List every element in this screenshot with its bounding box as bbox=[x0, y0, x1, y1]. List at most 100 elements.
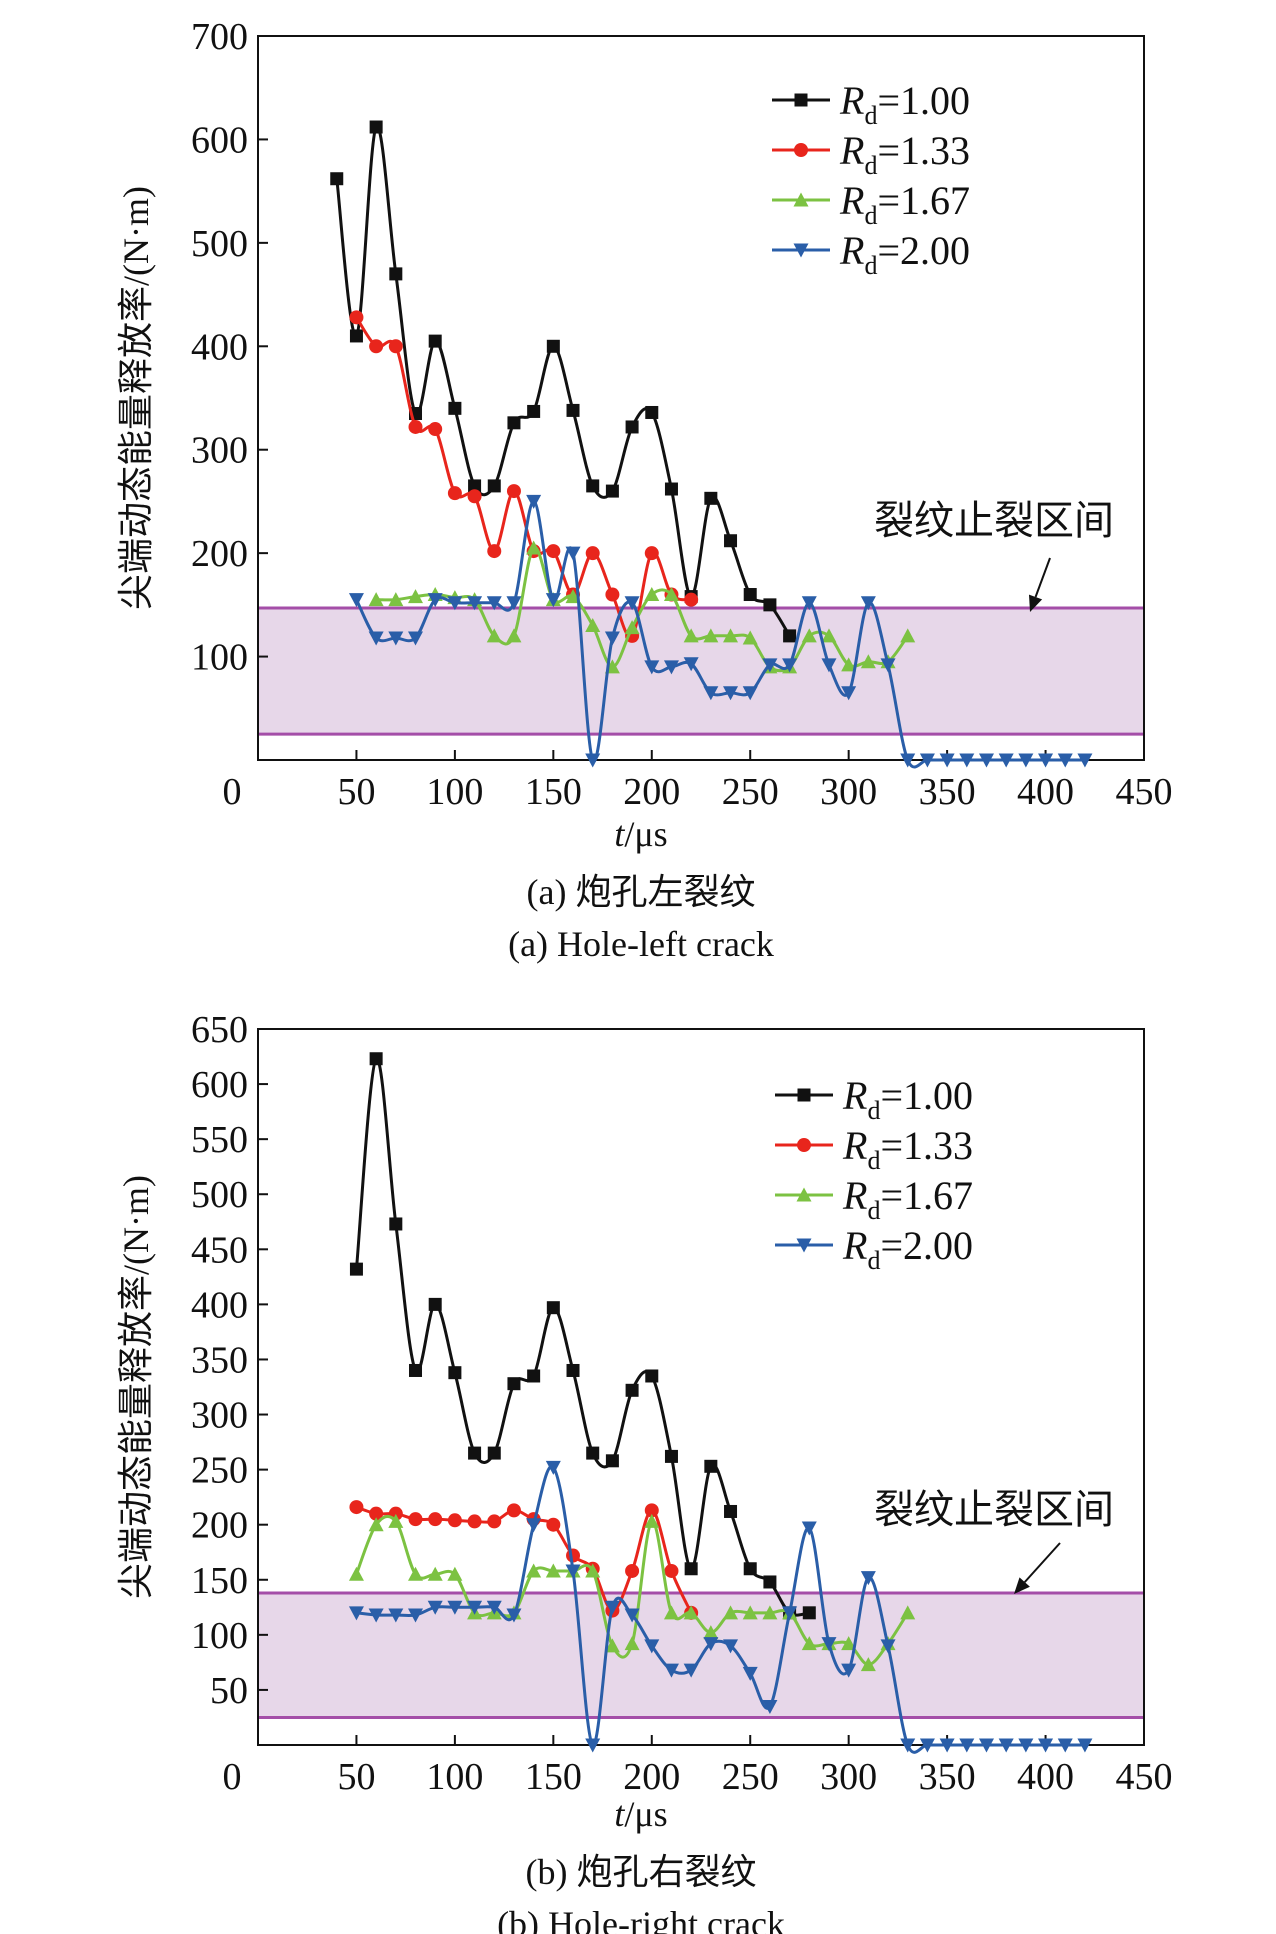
data-point bbox=[585, 618, 601, 633]
data-point bbox=[527, 404, 541, 418]
data-point bbox=[447, 1566, 463, 1581]
data-point bbox=[880, 1639, 896, 1654]
data-point bbox=[427, 1566, 443, 1581]
y-tick-label: 50 bbox=[210, 1670, 248, 1712]
data-point bbox=[604, 1600, 620, 1615]
data-point bbox=[704, 491, 718, 505]
data-point bbox=[644, 546, 659, 561]
data-point bbox=[625, 1563, 640, 1578]
x-tick-label: 400 bbox=[1017, 771, 1074, 813]
band-fill bbox=[258, 607, 1144, 735]
data-point bbox=[801, 628, 817, 643]
data-point bbox=[624, 596, 640, 611]
y-tick-label: 200 bbox=[191, 533, 248, 575]
y-axis-ticks: 100 200 300 400 500 600 700 bbox=[191, 16, 268, 679]
data-point bbox=[388, 592, 404, 607]
data-point bbox=[408, 631, 424, 646]
plot-frame bbox=[257, 1028, 1145, 1746]
legend-label: Rd=1.67 bbox=[839, 178, 970, 230]
legend-item: Rd=1.33 bbox=[775, 1123, 973, 1175]
data-point bbox=[447, 486, 462, 501]
x-tick-label: 250 bbox=[722, 1756, 779, 1798]
x-tick-label: 350 bbox=[919, 1756, 976, 1798]
data-point bbox=[506, 484, 521, 499]
data-point bbox=[546, 1517, 561, 1532]
data-point bbox=[408, 1608, 424, 1623]
data-point bbox=[860, 1571, 876, 1586]
data-point bbox=[487, 1446, 501, 1460]
data-point bbox=[802, 1606, 816, 1620]
y-tick-label: 250 bbox=[191, 1450, 248, 1492]
data-point bbox=[468, 479, 482, 493]
data-point bbox=[900, 628, 916, 643]
data-point bbox=[467, 596, 483, 611]
data-point bbox=[408, 1566, 424, 1581]
y-tick-label: 450 bbox=[191, 1229, 248, 1271]
data-point bbox=[821, 1637, 837, 1652]
data-point bbox=[841, 1636, 857, 1651]
data-point bbox=[782, 1606, 798, 1621]
data-point bbox=[919, 753, 935, 768]
data-point bbox=[546, 339, 560, 353]
legend-swatch-marker bbox=[797, 1138, 811, 1152]
x-tick-label: 150 bbox=[525, 771, 582, 813]
data-point bbox=[389, 1217, 403, 1231]
data-point bbox=[586, 1446, 600, 1460]
y-tick-label: 100 bbox=[191, 637, 248, 679]
data-point bbox=[645, 405, 659, 419]
data-point bbox=[368, 1517, 384, 1532]
y-tick-label: 100 bbox=[191, 1615, 248, 1657]
series-layer bbox=[330, 120, 1093, 769]
data-point bbox=[448, 1366, 462, 1380]
data-point bbox=[585, 1563, 601, 1578]
y-tick-label: 500 bbox=[191, 223, 248, 265]
data-point bbox=[1018, 753, 1034, 768]
series-line bbox=[354, 1057, 810, 1617]
data-point bbox=[546, 1301, 560, 1315]
data-point bbox=[900, 753, 916, 768]
y-tick-label: 600 bbox=[191, 1064, 248, 1106]
x-tick-label: 400 bbox=[1017, 1756, 1074, 1798]
x-axis-label: t/μs bbox=[614, 1794, 667, 1834]
data-point bbox=[545, 1563, 561, 1578]
y-tick-label: 600 bbox=[191, 119, 248, 161]
x-tick-label: 0 bbox=[223, 771, 242, 813]
data-point bbox=[821, 628, 837, 643]
data-point bbox=[526, 540, 542, 555]
data-point bbox=[545, 1460, 561, 1475]
data-point bbox=[742, 1605, 758, 1620]
data-point bbox=[624, 1636, 640, 1651]
data-point bbox=[526, 1518, 542, 1533]
x-axis-ticks: 0 50 100 150 200 250 300 350 400 450 bbox=[223, 750, 1173, 813]
data-point bbox=[683, 1605, 699, 1620]
data-point bbox=[723, 1605, 739, 1620]
x-axis-symbol: t bbox=[614, 814, 625, 854]
data-point bbox=[723, 1639, 739, 1654]
y-axis-label: 尖端动态能量释放率/(N·m) bbox=[116, 186, 156, 610]
x-tick-label: 100 bbox=[426, 771, 483, 813]
data-point bbox=[724, 534, 738, 548]
y-axis-ticks: 50 100 150 200 250 300 350 400 450 500 550 600 650 bbox=[191, 1009, 268, 1712]
data-point bbox=[526, 1563, 542, 1578]
data-point bbox=[565, 546, 581, 561]
data-point bbox=[506, 628, 522, 643]
data-point bbox=[566, 1363, 580, 1377]
y-axis-label: 尖端动态能量释放率/(N·m) bbox=[116, 1175, 156, 1599]
data-point bbox=[919, 1738, 935, 1753]
data-point bbox=[683, 657, 699, 672]
data-point bbox=[487, 544, 502, 559]
y-tick-label: 300 bbox=[191, 1395, 248, 1437]
data-point bbox=[801, 1521, 817, 1536]
caption-en: (a) Hole-left crack bbox=[508, 924, 774, 964]
data-point bbox=[763, 598, 777, 612]
legend-swatch-marker bbox=[796, 1187, 812, 1202]
data-point bbox=[959, 753, 975, 768]
legend-label: Rd=1.33 bbox=[842, 1123, 973, 1175]
data-point bbox=[841, 1663, 857, 1678]
data-point bbox=[998, 753, 1014, 768]
band-label: 裂纹止裂区间 bbox=[874, 1487, 1114, 1532]
data-point bbox=[663, 1605, 679, 1620]
series-layer bbox=[348, 1052, 1093, 1754]
data-point bbox=[468, 1446, 482, 1460]
